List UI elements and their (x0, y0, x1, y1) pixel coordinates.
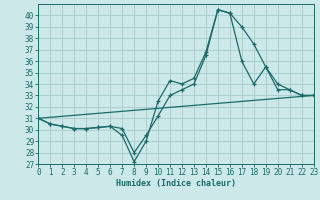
X-axis label: Humidex (Indice chaleur): Humidex (Indice chaleur) (116, 179, 236, 188)
